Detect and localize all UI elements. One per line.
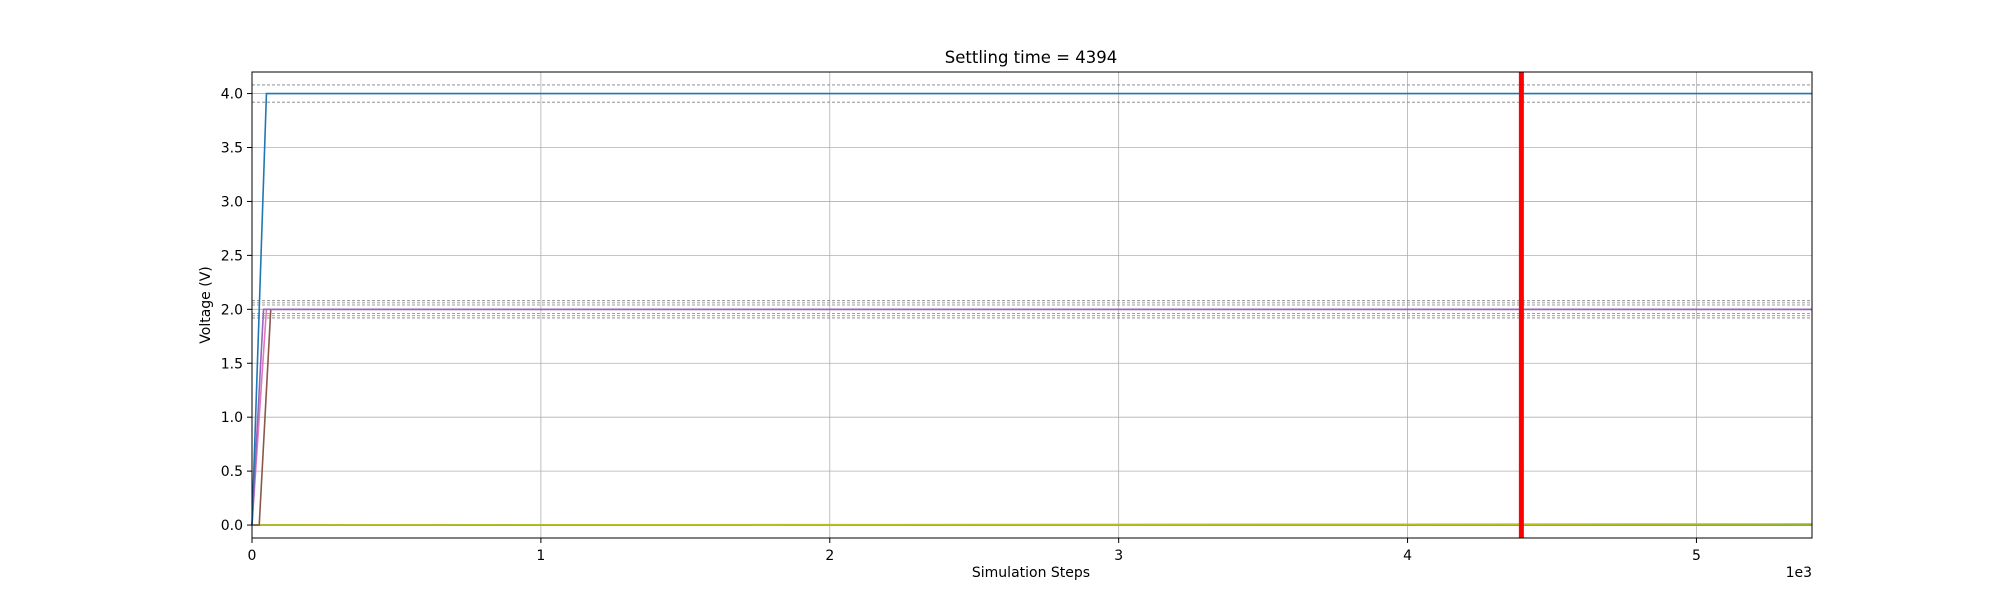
y-tick-label: 3.0 [221, 194, 243, 210]
x-tick-label: 3 [1114, 548, 1123, 564]
x-tick-label: 5 [1692, 548, 1701, 564]
x-axis-offset-label: 1e3 [1786, 565, 1812, 581]
y-tick-label: 1.5 [221, 356, 243, 372]
y-axis-label: Voltage (V) [198, 266, 214, 343]
y-axis-ticks: 0.0 0.5 1.0 1.5 2.0 2.5 3.0 3.5 4.0 [221, 87, 252, 534]
y-tick-label: 2.5 [221, 248, 243, 264]
series-line [251, 523, 1813, 526]
tolerance-bands [252, 84, 1812, 319]
y-tick-label: 3.5 [221, 141, 243, 157]
y-tick-label: 2.0 [221, 302, 243, 318]
y-tick-label: 0.5 [221, 464, 243, 480]
series-line [251, 308, 1812, 526]
x-tick-label: 4 [1403, 548, 1412, 564]
y-tick-label: 4.0 [221, 87, 243, 103]
x-tick-label: 0 [248, 548, 257, 564]
x-axis-label: Simulation Steps [972, 565, 1090, 581]
plot-frame [251, 71, 1813, 539]
x-axis-ticks: 0 1 2 3 4 5 [248, 538, 1701, 564]
y-tick-label: 1.0 [221, 410, 243, 426]
chart-title: Settling time = 4394 [945, 48, 1118, 67]
series-line [251, 92, 1812, 526]
x-tick-label: 1 [536, 548, 545, 564]
x-tick-label: 2 [825, 548, 834, 564]
y-tick-label: 0.0 [221, 518, 243, 534]
series-lines [251, 92, 1813, 526]
